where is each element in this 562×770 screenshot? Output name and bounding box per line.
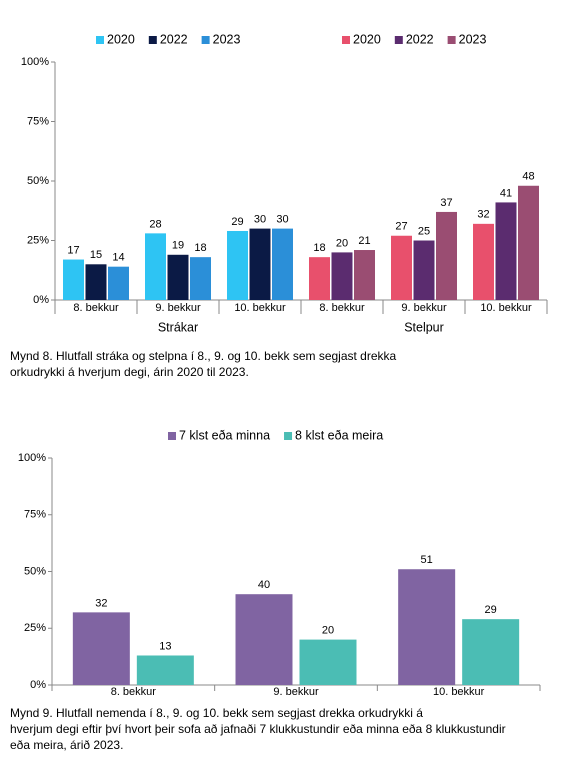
value-label: 48 xyxy=(522,171,534,183)
bar xyxy=(63,259,84,300)
legend-label: 2022 xyxy=(406,32,434,46)
value-label: 32 xyxy=(95,597,107,609)
bar xyxy=(436,211,457,300)
value-label: 18 xyxy=(194,242,206,254)
bar xyxy=(462,619,520,685)
x-tick-label: 8. bekkur xyxy=(319,302,365,314)
legend-swatch xyxy=(201,36,210,44)
y-tick-label: 0% xyxy=(33,294,49,306)
legend-label: 8 klst eða meira xyxy=(295,428,383,442)
bar xyxy=(108,266,129,300)
legend-label: 2022 xyxy=(160,32,188,46)
legend-swatch xyxy=(447,36,456,44)
y-tick-label: 25% xyxy=(27,234,49,246)
value-label: 29 xyxy=(231,216,243,228)
value-label: 20 xyxy=(322,625,334,637)
x-tick-label: 10. bekkur xyxy=(433,686,485,698)
bar xyxy=(235,594,293,685)
value-label: 30 xyxy=(254,214,266,226)
bar xyxy=(309,257,330,300)
value-label: 41 xyxy=(500,187,512,199)
bar xyxy=(227,230,248,300)
x-tick-label: 9. bekkur xyxy=(401,302,447,314)
bar xyxy=(331,252,353,300)
legend-swatch xyxy=(148,36,157,44)
legend-label: 2023 xyxy=(213,32,241,46)
value-label: 32 xyxy=(477,209,489,221)
value-label: 19 xyxy=(172,240,184,252)
value-label: 29 xyxy=(485,604,497,616)
y-tick-label: 75% xyxy=(24,509,46,521)
legend-label: 7 klst eða minna xyxy=(179,428,270,442)
bar xyxy=(136,655,194,685)
x-tick-label: 9. bekkur xyxy=(273,686,319,698)
bar xyxy=(391,235,412,300)
y-tick-label: 100% xyxy=(21,56,49,68)
value-label: 21 xyxy=(358,235,370,247)
bar xyxy=(413,240,435,300)
value-label: 14 xyxy=(112,252,124,264)
bar xyxy=(354,250,375,300)
y-tick-label: 50% xyxy=(27,175,49,187)
bar xyxy=(167,254,189,300)
legend-swatch xyxy=(168,432,176,440)
y-tick-label: 50% xyxy=(24,565,46,577)
y-tick-label: 75% xyxy=(27,115,49,127)
value-label: 25 xyxy=(418,225,430,237)
bar xyxy=(272,228,293,300)
legend-swatch xyxy=(394,36,403,44)
caption: Mynd 8. Hlutfall stráka og stelpna í 8.,… xyxy=(10,349,397,363)
legend-label: 2023 xyxy=(459,32,487,46)
bar xyxy=(145,233,166,300)
bar xyxy=(473,223,494,300)
x-tick-label: 10. bekkur xyxy=(480,302,532,314)
value-label: 13 xyxy=(159,640,171,652)
value-label: 15 xyxy=(90,249,102,261)
bar xyxy=(190,257,211,300)
group-label: Strákar xyxy=(158,320,198,334)
y-tick-label: 100% xyxy=(18,452,46,464)
legend-label: 2020 xyxy=(107,32,135,46)
bar xyxy=(72,612,130,685)
x-tick-label: 10. bekkur xyxy=(234,302,286,314)
group-label: Stelpur xyxy=(404,320,444,334)
y-tick-label: 0% xyxy=(30,679,46,691)
bar xyxy=(85,264,107,300)
bar xyxy=(495,202,517,300)
legend-swatch xyxy=(342,36,350,44)
value-label: 40 xyxy=(258,579,270,591)
legend-label: 2020 xyxy=(353,32,381,46)
x-tick-label: 8. bekkur xyxy=(111,686,157,698)
x-tick-label: 9. bekkur xyxy=(155,302,201,314)
x-tick-label: 8. bekkur xyxy=(73,302,119,314)
legend-swatch xyxy=(284,432,293,440)
bar xyxy=(518,185,539,300)
y-tick-label: 25% xyxy=(24,622,46,634)
value-label: 18 xyxy=(313,242,325,254)
value-label: 30 xyxy=(276,214,288,226)
value-label: 51 xyxy=(421,554,433,566)
value-label: 20 xyxy=(336,237,348,249)
legend-swatch xyxy=(96,36,104,44)
caption: orkudrykki á hverjum degi, árin 2020 til… xyxy=(10,365,249,379)
value-label: 28 xyxy=(149,218,161,230)
value-label: 17 xyxy=(67,244,79,256)
bar xyxy=(299,639,357,685)
caption: hverjum degi eftir því hvort þeir sofa a… xyxy=(10,722,506,736)
value-label: 27 xyxy=(395,221,407,233)
bar xyxy=(249,228,271,300)
caption: eða meira, árið 2023. xyxy=(10,738,123,752)
bar xyxy=(398,569,456,685)
caption: Mynd 9. Hlutfall nemenda í 8., 9. og 10.… xyxy=(10,706,423,720)
value-label: 37 xyxy=(440,197,452,209)
